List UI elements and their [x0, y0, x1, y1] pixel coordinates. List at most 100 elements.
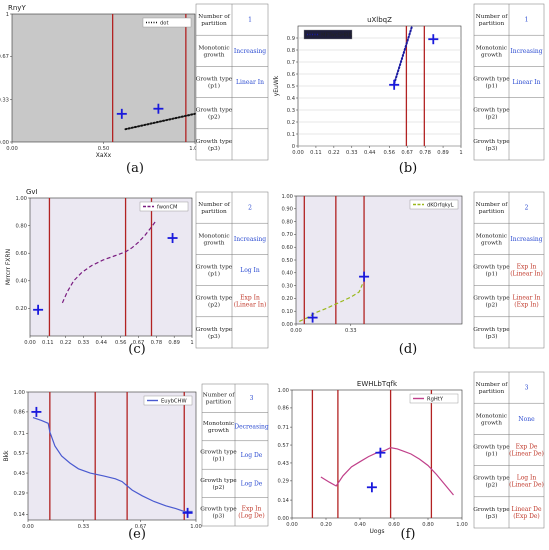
- table-label-line: (p3): [486, 333, 498, 340]
- y-axis-label: Mrrcrr FXRN: [5, 249, 12, 285]
- table-label-line: (p3): [213, 512, 225, 519]
- table-label-p1: Growth type (p1): [473, 265, 510, 278]
- cross-marker: [33, 304, 44, 315]
- table-label-line: (p1): [208, 271, 220, 278]
- table-label-monotonic: Monotonic growth: [476, 413, 507, 426]
- table-label-line: Growth type: [200, 506, 237, 512]
- table-value-line: Increasing: [234, 48, 266, 55]
- table-value-line: (Linear In): [234, 302, 267, 309]
- legend: dKOrfqkyL: [409, 199, 459, 210]
- table-value-partitions: 3: [525, 385, 529, 392]
- legend-label: fwonCM: [157, 204, 178, 210]
- table-label-line: Monotonic: [203, 421, 234, 427]
- y-axis-label: yEuWk: [273, 75, 280, 96]
- table-label-line: Number of: [198, 202, 231, 208]
- panel-caption: (c): [128, 342, 145, 357]
- table-value-monotonic: Increasing: [234, 236, 266, 243]
- table-label-line: (p1): [486, 271, 498, 278]
- table-label-line: Growth type: [196, 296, 233, 302]
- table-value-monotonic: Decreasing: [234, 424, 269, 431]
- panel-caption: (d): [399, 342, 417, 357]
- table-label-p3: Growth type (p3): [473, 507, 510, 520]
- cross-marker: [167, 233, 178, 244]
- table-label-line: Number of: [203, 393, 236, 399]
- table-value-p1: Linear In: [513, 79, 541, 86]
- table-value-partitions: 1: [525, 17, 529, 24]
- y-tick-label: 0.57: [13, 451, 25, 457]
- cross-marker: [116, 108, 127, 119]
- table-label-line: Number of: [476, 382, 509, 388]
- x-tick-label: 0.89: [437, 150, 449, 156]
- table-value-p2: Log De: [241, 480, 263, 487]
- x-tick-label: 0.33: [345, 328, 357, 334]
- x-tick-label: 0.00: [22, 524, 34, 530]
- y-tick-label: 0.71: [277, 425, 289, 431]
- table-label-line: Growth type: [473, 139, 510, 145]
- x-tick-label: 0.67: [135, 524, 147, 530]
- plot-area: [27, 391, 197, 521]
- table-label-line: (p3): [486, 145, 498, 152]
- y-tick-label: 0.20: [15, 306, 27, 312]
- x-tick-label: 1.00: [190, 524, 202, 530]
- table-value-line: Log De: [241, 452, 263, 459]
- plot-area: [29, 197, 193, 337]
- x-axis-label: Uogs: [370, 528, 385, 535]
- legend-label: dot: [160, 20, 169, 26]
- legend-label: RgHtY: [427, 396, 444, 402]
- y-tick-label: 0.5: [287, 84, 295, 90]
- table-label-line: (p2): [208, 302, 220, 309]
- panel-caption: (f): [401, 527, 416, 542]
- table-value-monotonic: Increasing: [510, 48, 542, 55]
- table-value-line: 3: [525, 385, 529, 392]
- table-value-line: Increasing: [510, 236, 542, 243]
- table-value-line: 1: [525, 17, 529, 24]
- series-line: [320, 446, 454, 496]
- table-value-line: Linear In: [513, 79, 541, 86]
- table-label-partitions: Number of partition: [476, 202, 509, 215]
- property-table: Number of partition 3 Monotonic growth None Gr…: [473, 371, 545, 529]
- table-value-line: Log In: [517, 475, 537, 482]
- legend-box: [409, 199, 459, 210]
- series-line: [393, 25, 414, 85]
- x-tick-label: 0.00: [6, 146, 18, 152]
- y-tick-label: 0.57: [277, 443, 289, 449]
- x-tick-label: 0.67: [133, 340, 145, 346]
- y-tick-label: 0.70: [281, 232, 293, 238]
- x-tick-label: 0.00: [24, 340, 36, 346]
- chart-title: GvI: [26, 188, 38, 196]
- y-tick-label: 0.1: [287, 132, 295, 138]
- table-label-line: (p2): [213, 484, 225, 491]
- table-value-p1: Exp De (Linear De): [509, 444, 544, 458]
- table-value-line: (Linear De): [509, 482, 544, 489]
- table-label-monotonic: Monotonic growth: [203, 421, 234, 434]
- table-label-monotonic: Monotonic growth: [198, 233, 229, 246]
- table-label-p2: Growth type (p2): [200, 478, 237, 491]
- cross-marker: [375, 447, 386, 458]
- table-label-p2: Growth type (p2): [473, 296, 510, 309]
- y-tick-label: 0.86: [13, 410, 25, 416]
- cross-marker: [428, 34, 439, 45]
- table-label-line: Growth type: [473, 507, 510, 513]
- table-label-line: Growth type: [473, 265, 510, 271]
- table-label-line: growth: [481, 420, 502, 426]
- y-tick-label: 0.14: [277, 498, 289, 504]
- x-tick-label: 0.56: [115, 340, 127, 346]
- table-label-partitions: Number of partition: [476, 382, 509, 395]
- legend-box: [143, 395, 193, 406]
- table-label-p3: Growth type (p3): [200, 506, 237, 519]
- table-label-line: Monotonic: [476, 233, 507, 239]
- plot-area: [295, 195, 463, 325]
- table-value-line: (Log De): [238, 512, 264, 519]
- table-value-p1: Linear In: [236, 79, 264, 86]
- table-label-p3: Growth type (p3): [473, 327, 510, 340]
- table-label-line: Growth type: [200, 478, 237, 484]
- y-axis-label: Bkk: [3, 450, 10, 462]
- x-tick-label: 0.78: [151, 340, 163, 346]
- series-line: [61, 219, 157, 304]
- panel-6: 0.00 0.20 0.40 0.60 0.80 1.00 0.00 0.14 0.29 0.43…: [277, 371, 545, 542]
- table-label-p1: Growth type (p1): [200, 450, 237, 463]
